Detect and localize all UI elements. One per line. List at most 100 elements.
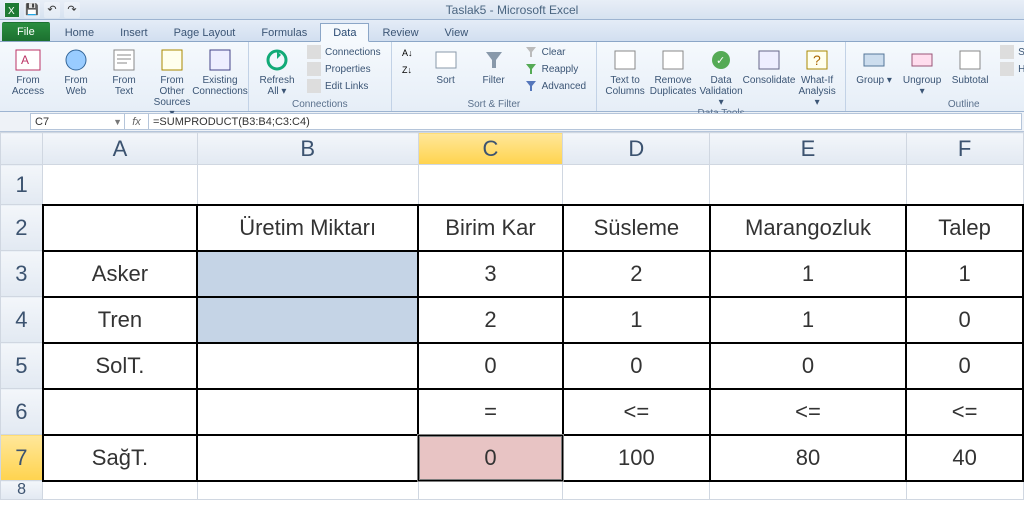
col-header-f[interactable]: F <box>906 133 1023 165</box>
cell-f6[interactable]: <= <box>906 389 1023 435</box>
show-detail-button[interactable]: Show Detail <box>996 44 1024 60</box>
cell-c5[interactable]: 0 <box>418 343 563 389</box>
remove-duplicates-button[interactable]: Remove Duplicates <box>651 44 695 97</box>
cell-e6[interactable]: <= <box>710 389 906 435</box>
col-header-c[interactable]: C <box>418 133 563 165</box>
from-text-button[interactable]: From Text <box>102 44 146 97</box>
save-icon[interactable]: 💾 <box>24 2 40 18</box>
cell-e7[interactable]: 80 <box>710 435 906 481</box>
row-header-5[interactable]: 5 <box>1 343 43 389</box>
hide-detail-button[interactable]: Hide Detail <box>996 61 1024 77</box>
sort-button[interactable]: Sort <box>424 44 468 86</box>
cell-b5[interactable] <box>197 343 418 389</box>
cell-b8[interactable] <box>197 481 418 500</box>
name-box[interactable]: C7 ▼ <box>30 113 125 130</box>
cell-e4[interactable]: 1 <box>710 297 906 343</box>
chevron-down-icon[interactable]: ▼ <box>113 117 122 127</box>
from-other-button[interactable]: From Other Sources ▾ <box>150 44 194 119</box>
tab-review[interactable]: Review <box>369 23 431 41</box>
cell-f2[interactable]: Talep <box>906 205 1023 251</box>
group-button[interactable]: Group ▾ <box>852 44 896 86</box>
edit-links-button[interactable]: Edit Links <box>303 78 385 94</box>
refresh-all-button[interactable]: Refresh All ▾ <box>255 44 299 97</box>
existing-connections-button[interactable]: Existing Connections <box>198 44 242 97</box>
col-header-e[interactable]: E <box>710 133 906 165</box>
cell-b4[interactable] <box>197 297 418 343</box>
cell-e2[interactable]: Marangozluk <box>710 205 906 251</box>
cell-a5[interactable]: SolT. <box>43 343 198 389</box>
select-all-corner[interactable] <box>1 133 43 165</box>
cell-a4[interactable]: Tren <box>43 297 198 343</box>
redo-icon[interactable]: ↷ <box>64 2 80 18</box>
clear-button[interactable]: Clear <box>520 44 590 60</box>
fx-icon[interactable]: fx <box>125 113 149 130</box>
whatif-button[interactable]: ?What-If Analysis ▾ <box>795 44 839 108</box>
cell-e3[interactable]: 1 <box>710 251 906 297</box>
properties-button[interactable]: Properties <box>303 61 385 77</box>
filter-button[interactable]: Filter <box>472 44 516 86</box>
tab-file[interactable]: File <box>2 22 50 41</box>
cell-f1[interactable] <box>906 165 1023 205</box>
data-validation-button[interactable]: ✓Data Validation ▾ <box>699 44 743 108</box>
advanced-button[interactable]: Advanced <box>520 78 590 94</box>
tab-pagelayout[interactable]: Page Layout <box>161 23 249 41</box>
subtotal-button[interactable]: Subtotal <box>948 44 992 86</box>
cell-c8[interactable] <box>418 481 563 500</box>
sort-az-button[interactable]: A↓ <box>398 44 420 60</box>
cell-a3[interactable]: Asker <box>43 251 198 297</box>
cell-e8[interactable] <box>710 481 906 500</box>
row-header-8[interactable]: 8 <box>1 481 43 500</box>
formula-input[interactable]: =SUMPRODUCT(B3:B4;C3:C4) <box>149 113 1022 130</box>
cell-d5[interactable]: 0 <box>563 343 710 389</box>
consolidate-button[interactable]: Consolidate <box>747 44 791 86</box>
cell-c4[interactable]: 2 <box>418 297 563 343</box>
cell-d6[interactable]: <= <box>563 389 710 435</box>
connections-button[interactable]: Connections <box>303 44 385 60</box>
tab-formulas[interactable]: Formulas <box>248 23 320 41</box>
col-header-d[interactable]: D <box>563 133 710 165</box>
col-header-a[interactable]: A <box>43 133 198 165</box>
cell-a1[interactable] <box>43 165 198 205</box>
tab-insert[interactable]: Insert <box>107 23 161 41</box>
cell-b6[interactable] <box>197 389 418 435</box>
cell-d3[interactable]: 2 <box>563 251 710 297</box>
from-access-button[interactable]: A From Access <box>6 44 50 97</box>
cell-f3[interactable]: 1 <box>906 251 1023 297</box>
cell-b3[interactable] <box>197 251 418 297</box>
cell-e1[interactable] <box>710 165 906 205</box>
row-header-7[interactable]: 7 <box>1 435 43 481</box>
row-header-2[interactable]: 2 <box>1 205 43 251</box>
cell-b1[interactable] <box>197 165 418 205</box>
cell-e5[interactable]: 0 <box>710 343 906 389</box>
cell-a6[interactable] <box>43 389 198 435</box>
cell-d1[interactable] <box>563 165 710 205</box>
ungroup-button[interactable]: Ungroup ▾ <box>900 44 944 97</box>
cell-c1[interactable] <box>418 165 563 205</box>
cell-a8[interactable] <box>43 481 198 500</box>
cell-b7[interactable] <box>197 435 418 481</box>
cell-c6[interactable]: = <box>418 389 563 435</box>
cell-a7[interactable]: SağT. <box>43 435 198 481</box>
cell-b2[interactable]: Üretim Miktarı <box>197 205 418 251</box>
row-header-3[interactable]: 3 <box>1 251 43 297</box>
undo-icon[interactable]: ↶ <box>44 2 60 18</box>
cell-f4[interactable]: 0 <box>906 297 1023 343</box>
cell-c2[interactable]: Birim Kar <box>418 205 563 251</box>
tab-view[interactable]: View <box>432 23 482 41</box>
cell-f5[interactable]: 0 <box>906 343 1023 389</box>
cell-f8[interactable] <box>906 481 1023 500</box>
text-to-columns-button[interactable]: Text to Columns <box>603 44 647 97</box>
reapply-button[interactable]: Reapply <box>520 61 590 77</box>
tab-home[interactable]: Home <box>52 23 107 41</box>
cell-d8[interactable] <box>563 481 710 500</box>
sort-za-button[interactable]: Z↓ <box>398 61 420 77</box>
cell-d2[interactable]: Süsleme <box>563 205 710 251</box>
cell-d7[interactable]: 100 <box>563 435 710 481</box>
col-header-b[interactable]: B <box>197 133 418 165</box>
row-header-6[interactable]: 6 <box>1 389 43 435</box>
cell-f7[interactable]: 40 <box>906 435 1023 481</box>
cell-a2[interactable] <box>43 205 198 251</box>
row-header-1[interactable]: 1 <box>1 165 43 205</box>
worksheet[interactable]: A B C D E F 1 2 Üretim Miktarı Birim Kar… <box>0 132 1024 500</box>
from-web-button[interactable]: From Web <box>54 44 98 97</box>
